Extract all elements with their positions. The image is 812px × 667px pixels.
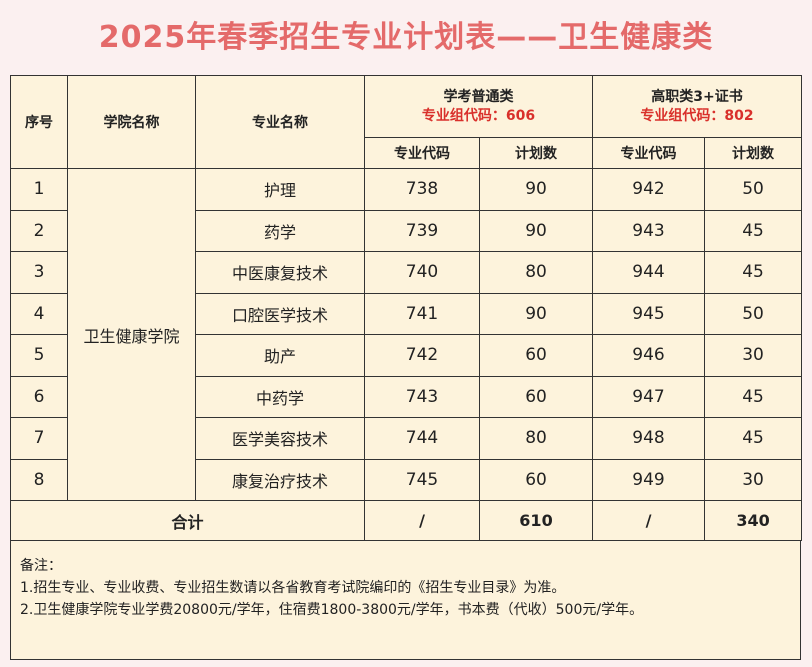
header-plan-2: 计划数 bbox=[704, 137, 803, 169]
cell-code-2: 943 bbox=[592, 209, 706, 252]
cell-plan-2: 45 bbox=[704, 251, 803, 294]
header-group-2: 高职类3+证书 专业组代码：802 bbox=[592, 75, 803, 138]
group-2-code: 专业组代码：802 bbox=[640, 107, 754, 124]
cell-seq: 5 bbox=[10, 334, 68, 377]
cell-plan-2: 30 bbox=[704, 334, 803, 377]
cell-code-1: 738 bbox=[364, 168, 480, 211]
cell-plan-1: 60 bbox=[478, 334, 594, 377]
cell-code-2: 945 bbox=[592, 292, 706, 335]
cell-plan-1: 80 bbox=[478, 251, 594, 294]
notes: 备注： 1.招生专业、专业收费、专业招生数请以各省教育考试院编印的《招生专业目录… bbox=[20, 555, 790, 621]
total-plan-2: 340 bbox=[704, 500, 803, 541]
total-label: 合计 bbox=[10, 500, 365, 541]
cell-seq: 7 bbox=[10, 417, 68, 460]
cell-code-1: 745 bbox=[364, 458, 480, 501]
cell-code-2: 947 bbox=[592, 375, 706, 418]
cell-seq: 2 bbox=[10, 209, 68, 252]
cell-code-2: 949 bbox=[592, 458, 706, 501]
page-title: 2025年春季招生专业计划表——卫生健康类 bbox=[98, 20, 714, 55]
cell-code-1: 741 bbox=[364, 292, 480, 335]
header-seq: 序号 bbox=[10, 75, 68, 169]
total-row: 合计/610/340 bbox=[10, 500, 803, 541]
enrollment-plan-table: 序号 学院名称 专业名称 学考普通类 专业组代码：606 高职类3+证书 专业组… bbox=[10, 75, 803, 541]
cell-code-1: 739 bbox=[364, 209, 480, 252]
cell-plan-1: 80 bbox=[478, 417, 594, 460]
cell-plan-2: 50 bbox=[704, 168, 803, 211]
cell-plan-2: 45 bbox=[704, 375, 803, 418]
cell-major: 药学 bbox=[195, 209, 365, 252]
cell-seq: 6 bbox=[10, 375, 68, 418]
cell-plan-1: 90 bbox=[478, 292, 594, 335]
cell-major: 护理 bbox=[195, 168, 365, 211]
cell-college: 卫生健康学院 bbox=[67, 168, 196, 501]
cell-code-2: 944 bbox=[592, 251, 706, 294]
cell-code-2: 942 bbox=[592, 168, 706, 211]
notes-line-1: 1.招生专业、专业收费、专业招生数请以各省教育考试院编印的《招生专业目录》为准。 bbox=[20, 580, 566, 596]
cell-plan-2: 50 bbox=[704, 292, 803, 335]
header-major: 专业名称 bbox=[195, 75, 365, 169]
cell-plan-1: 90 bbox=[478, 209, 594, 252]
group-1-code: 专业组代码：606 bbox=[421, 107, 536, 124]
cell-plan-1: 90 bbox=[478, 168, 594, 211]
header-college: 学院名称 bbox=[67, 75, 196, 169]
table-row: 8 康复治疗技术 745 60 949 30 bbox=[10, 458, 803, 501]
cell-major: 口腔医学技术 bbox=[195, 292, 365, 335]
header-row-2: 专业代码 计划数 专业代码 计划数 bbox=[11, 137, 803, 169]
cell-major: 中医康复技术 bbox=[195, 251, 365, 294]
total-code-2: / bbox=[592, 500, 706, 541]
total-code-1: / bbox=[364, 500, 480, 541]
cell-code-1: 740 bbox=[364, 251, 480, 294]
cell-major: 医学美容技术 bbox=[195, 417, 365, 460]
notes-heading: 备注： bbox=[20, 558, 62, 574]
cell-seq: 8 bbox=[10, 458, 68, 501]
header-code-2: 专业代码 bbox=[592, 137, 706, 169]
cell-code-1: 743 bbox=[364, 375, 480, 418]
cell-plan-2: 45 bbox=[704, 209, 803, 252]
header-plan-1: 计划数 bbox=[478, 137, 594, 169]
cell-seq: 4 bbox=[10, 292, 68, 335]
table-row: 1 卫生健康学院 护理 738 90 942 50 bbox=[10, 168, 803, 501]
cell-code-1: 742 bbox=[364, 334, 480, 377]
cell-code-2: 946 bbox=[592, 334, 706, 377]
header-code-1: 专业代码 bbox=[364, 137, 480, 169]
cell-plan-1: 60 bbox=[478, 375, 594, 418]
header-group-1: 学考普通类 专业组代码：606 bbox=[363, 75, 594, 138]
table-row: 3 中医康复技术 740 80 944 45 bbox=[10, 251, 803, 294]
table-row: 7 医学美容技术 744 80 948 45 bbox=[10, 417, 803, 460]
table-row: 2 药学 739 90 943 45 bbox=[10, 209, 803, 252]
cell-plan-2: 30 bbox=[704, 458, 803, 501]
cell-major: 康复治疗技术 bbox=[195, 458, 365, 501]
cell-major: 助产 bbox=[195, 334, 365, 377]
cell-code-2: 948 bbox=[592, 417, 706, 460]
cell-major: 中药学 bbox=[195, 375, 365, 418]
notes-line-2: 2.卫生健康学院专业学费20800元/学年，住宿费1800-3800元/学年，书… bbox=[20, 602, 644, 618]
cell-seq: 3 bbox=[10, 251, 68, 294]
cell-code-1: 744 bbox=[364, 417, 480, 460]
table-row: 4 口腔医学技术 741 90 945 50 bbox=[10, 292, 803, 335]
group-2-name: 高职类3+证书 bbox=[651, 88, 743, 105]
group-1-name: 学考普通类 bbox=[443, 88, 514, 105]
cell-seq: 1 bbox=[10, 168, 68, 211]
cell-plan-2: 45 bbox=[704, 417, 803, 460]
total-plan-1: 610 bbox=[478, 500, 594, 541]
cell-plan-1: 60 bbox=[478, 458, 594, 501]
header-row-1: 序号 学院名称 专业名称 学考普通类 专业组代码：606 高职类3+证书 专业组… bbox=[10, 75, 803, 169]
table-row: 6 中药学 743 60 947 45 bbox=[10, 375, 803, 418]
